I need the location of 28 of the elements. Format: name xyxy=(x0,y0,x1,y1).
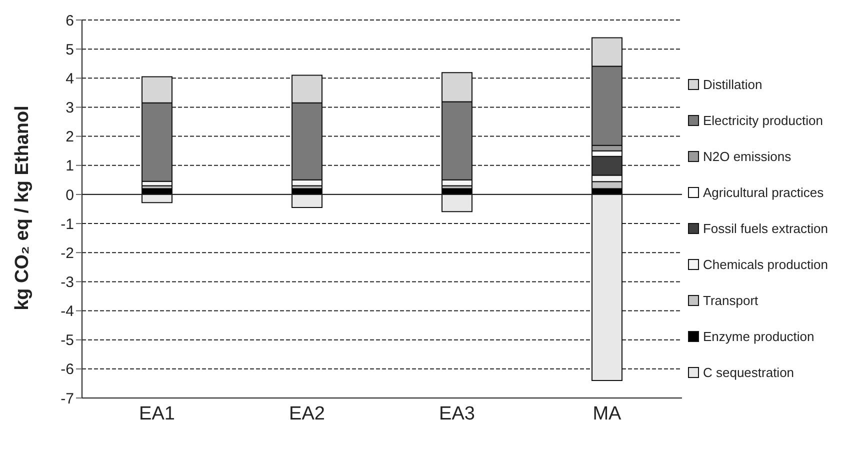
legend-label: Electricity production xyxy=(702,112,823,128)
y-tick-label: 6 xyxy=(66,12,74,30)
x-tick-label: EA1 xyxy=(139,403,175,424)
x-tick-label: MA xyxy=(592,403,622,424)
legend-label: Enzyme production xyxy=(702,328,814,344)
legend-label: N2O emissions xyxy=(702,148,792,164)
y-tick-label: -4 xyxy=(60,303,74,320)
y-tick-label: 2 xyxy=(66,128,74,146)
legend-label: Transport xyxy=(702,292,758,308)
y-tick-label: -6 xyxy=(60,361,74,378)
legend-label: C sequestration xyxy=(702,364,794,380)
legend-label: Fossil fuels extraction xyxy=(702,220,828,236)
legend-label: Chemicals production xyxy=(702,256,828,272)
y-tick-label: -2 xyxy=(60,244,74,262)
y-tick-label: 5 xyxy=(66,41,74,58)
y-tick-label: -7 xyxy=(60,390,74,408)
legend-label: Agricultural practices xyxy=(702,184,824,200)
y-tick-label: -3 xyxy=(60,274,74,292)
y-axis-title: kg CO₂ eq / kg Ethanol xyxy=(12,106,33,310)
x-tick-label: EA2 xyxy=(289,403,325,424)
y-tick-label: 1 xyxy=(66,158,74,175)
y-tick-label: 3 xyxy=(66,100,74,117)
legend-label: Distillation xyxy=(702,76,762,92)
y-tick-label: -5 xyxy=(60,332,74,350)
y-tick-label: 0 xyxy=(66,186,74,204)
x-tick-label: EA3 xyxy=(439,403,475,424)
y-tick-label: 4 xyxy=(66,70,74,88)
y-tick-label: -1 xyxy=(60,216,74,233)
